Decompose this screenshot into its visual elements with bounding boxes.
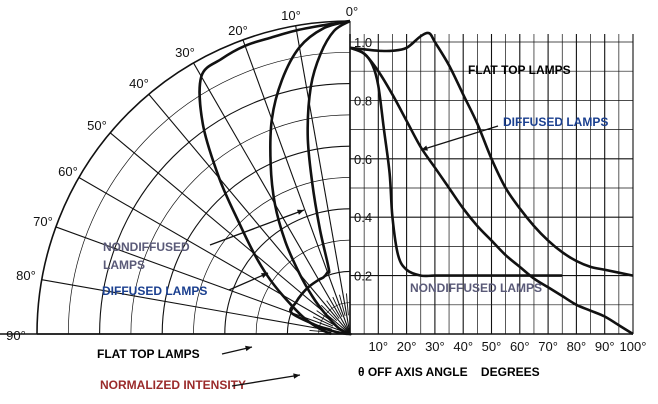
cartesian-curve xyxy=(349,46,634,336)
cartesian-curve xyxy=(349,46,563,278)
polar-fan-line xyxy=(320,304,338,322)
polar-fan-line xyxy=(312,316,334,327)
curves xyxy=(198,19,634,336)
polar-angle-tick: 70° xyxy=(33,214,53,229)
arrow-line xyxy=(209,209,305,246)
cartesian-grid xyxy=(0,34,634,335)
polar-angle-tick: 10° xyxy=(281,8,301,23)
x-tick-label: 40° xyxy=(453,339,473,354)
y-tick-label: 0.2 xyxy=(354,269,372,284)
label-nondiffused-polar-line2: LAMPS xyxy=(103,258,145,272)
x-tick-label: 20° xyxy=(397,339,417,354)
x-tick-label: 60° xyxy=(510,339,530,354)
x-tick-label: 90° xyxy=(595,339,615,354)
y-tick-label: 0.4 xyxy=(354,210,372,225)
polar-angle-tick: 0° xyxy=(346,4,358,19)
arrow-head xyxy=(245,345,252,352)
polar-radial-line xyxy=(295,25,351,335)
polar-fan-line xyxy=(339,294,346,316)
polar-ring-minor xyxy=(130,114,351,335)
cartesian-curve xyxy=(349,31,634,277)
x-tick-label: 10° xyxy=(368,339,388,354)
polar-angle-tick: 80° xyxy=(16,268,36,283)
polar-angle-tick: 90° xyxy=(6,328,26,343)
y-tick-label: 0.8 xyxy=(354,93,372,108)
x-tick-label: 80° xyxy=(567,339,587,354)
x-tick-label: 30° xyxy=(425,339,445,354)
polar-fan-line xyxy=(346,293,349,316)
polar-angle-tick: 20° xyxy=(228,23,248,38)
label-diffused-cart: DIFFUSED LAMPS xyxy=(503,115,608,129)
polar-radial-line xyxy=(109,132,351,335)
polar-radial-line xyxy=(148,93,351,335)
arrow-head xyxy=(293,373,300,379)
polar-angle-tick: 40° xyxy=(129,76,149,91)
label-diffused-polar: DIFFUSED LAMPS xyxy=(102,284,207,298)
arrow-head xyxy=(421,145,428,151)
polar-ring-minor xyxy=(255,239,351,335)
label-arrows xyxy=(209,125,499,387)
polar-angle-tick: 60° xyxy=(58,164,78,179)
polar-ring xyxy=(36,20,351,335)
polar-ring-minor xyxy=(67,51,351,335)
label-flat-top-polar: FLAT TOP LAMPS xyxy=(97,347,200,361)
polar-radial-line xyxy=(78,177,351,335)
arrow-head xyxy=(297,209,304,215)
label-nondiffused-cart: NONDIFFUSED LAMPS xyxy=(410,281,542,295)
polar-fan-line xyxy=(326,300,340,319)
label-flat-top-cart: FLAT TOP LAMPS xyxy=(468,63,571,77)
tick-labels: 0° 10° 20° 30° 40° 50° 60° 70° 80° 90° 0.2 0.4 0.6 0.… xyxy=(6,4,646,354)
polar-ring xyxy=(224,208,351,335)
polar-radial-line xyxy=(242,39,351,335)
y-tick-label: 1.0 xyxy=(354,35,372,50)
series-labels: FLAT TOP LAMPS DIFFUSED LAMPS NONDIFFUSE… xyxy=(97,63,608,392)
x-axis-title: θ OFF AXIS ANGLE DEGREES xyxy=(358,365,540,379)
arrow-line xyxy=(420,125,499,151)
y-tick-label: 0.6 xyxy=(354,152,372,167)
x-tick-label: 100° xyxy=(620,339,647,354)
polar-angle-tick: 30° xyxy=(175,45,195,60)
x-tick-label: 50° xyxy=(482,339,502,354)
intensity-label: NORMALIZED INTENSITY xyxy=(100,378,246,392)
arrow-head xyxy=(261,273,268,279)
polar-ring xyxy=(99,83,351,335)
polar-curve xyxy=(268,19,352,336)
arrow-line xyxy=(231,374,301,387)
x-tick-label: 70° xyxy=(538,339,558,354)
polar-radial-line xyxy=(193,62,351,335)
polar-angle-tick: 50° xyxy=(87,118,107,133)
polar-fan-line xyxy=(332,296,343,318)
polar-curve xyxy=(289,19,351,336)
polar-radial-line xyxy=(41,279,351,335)
label-nondiffused-polar-line1: NONDIFFUSED xyxy=(103,240,190,254)
arrow-line xyxy=(228,272,269,291)
